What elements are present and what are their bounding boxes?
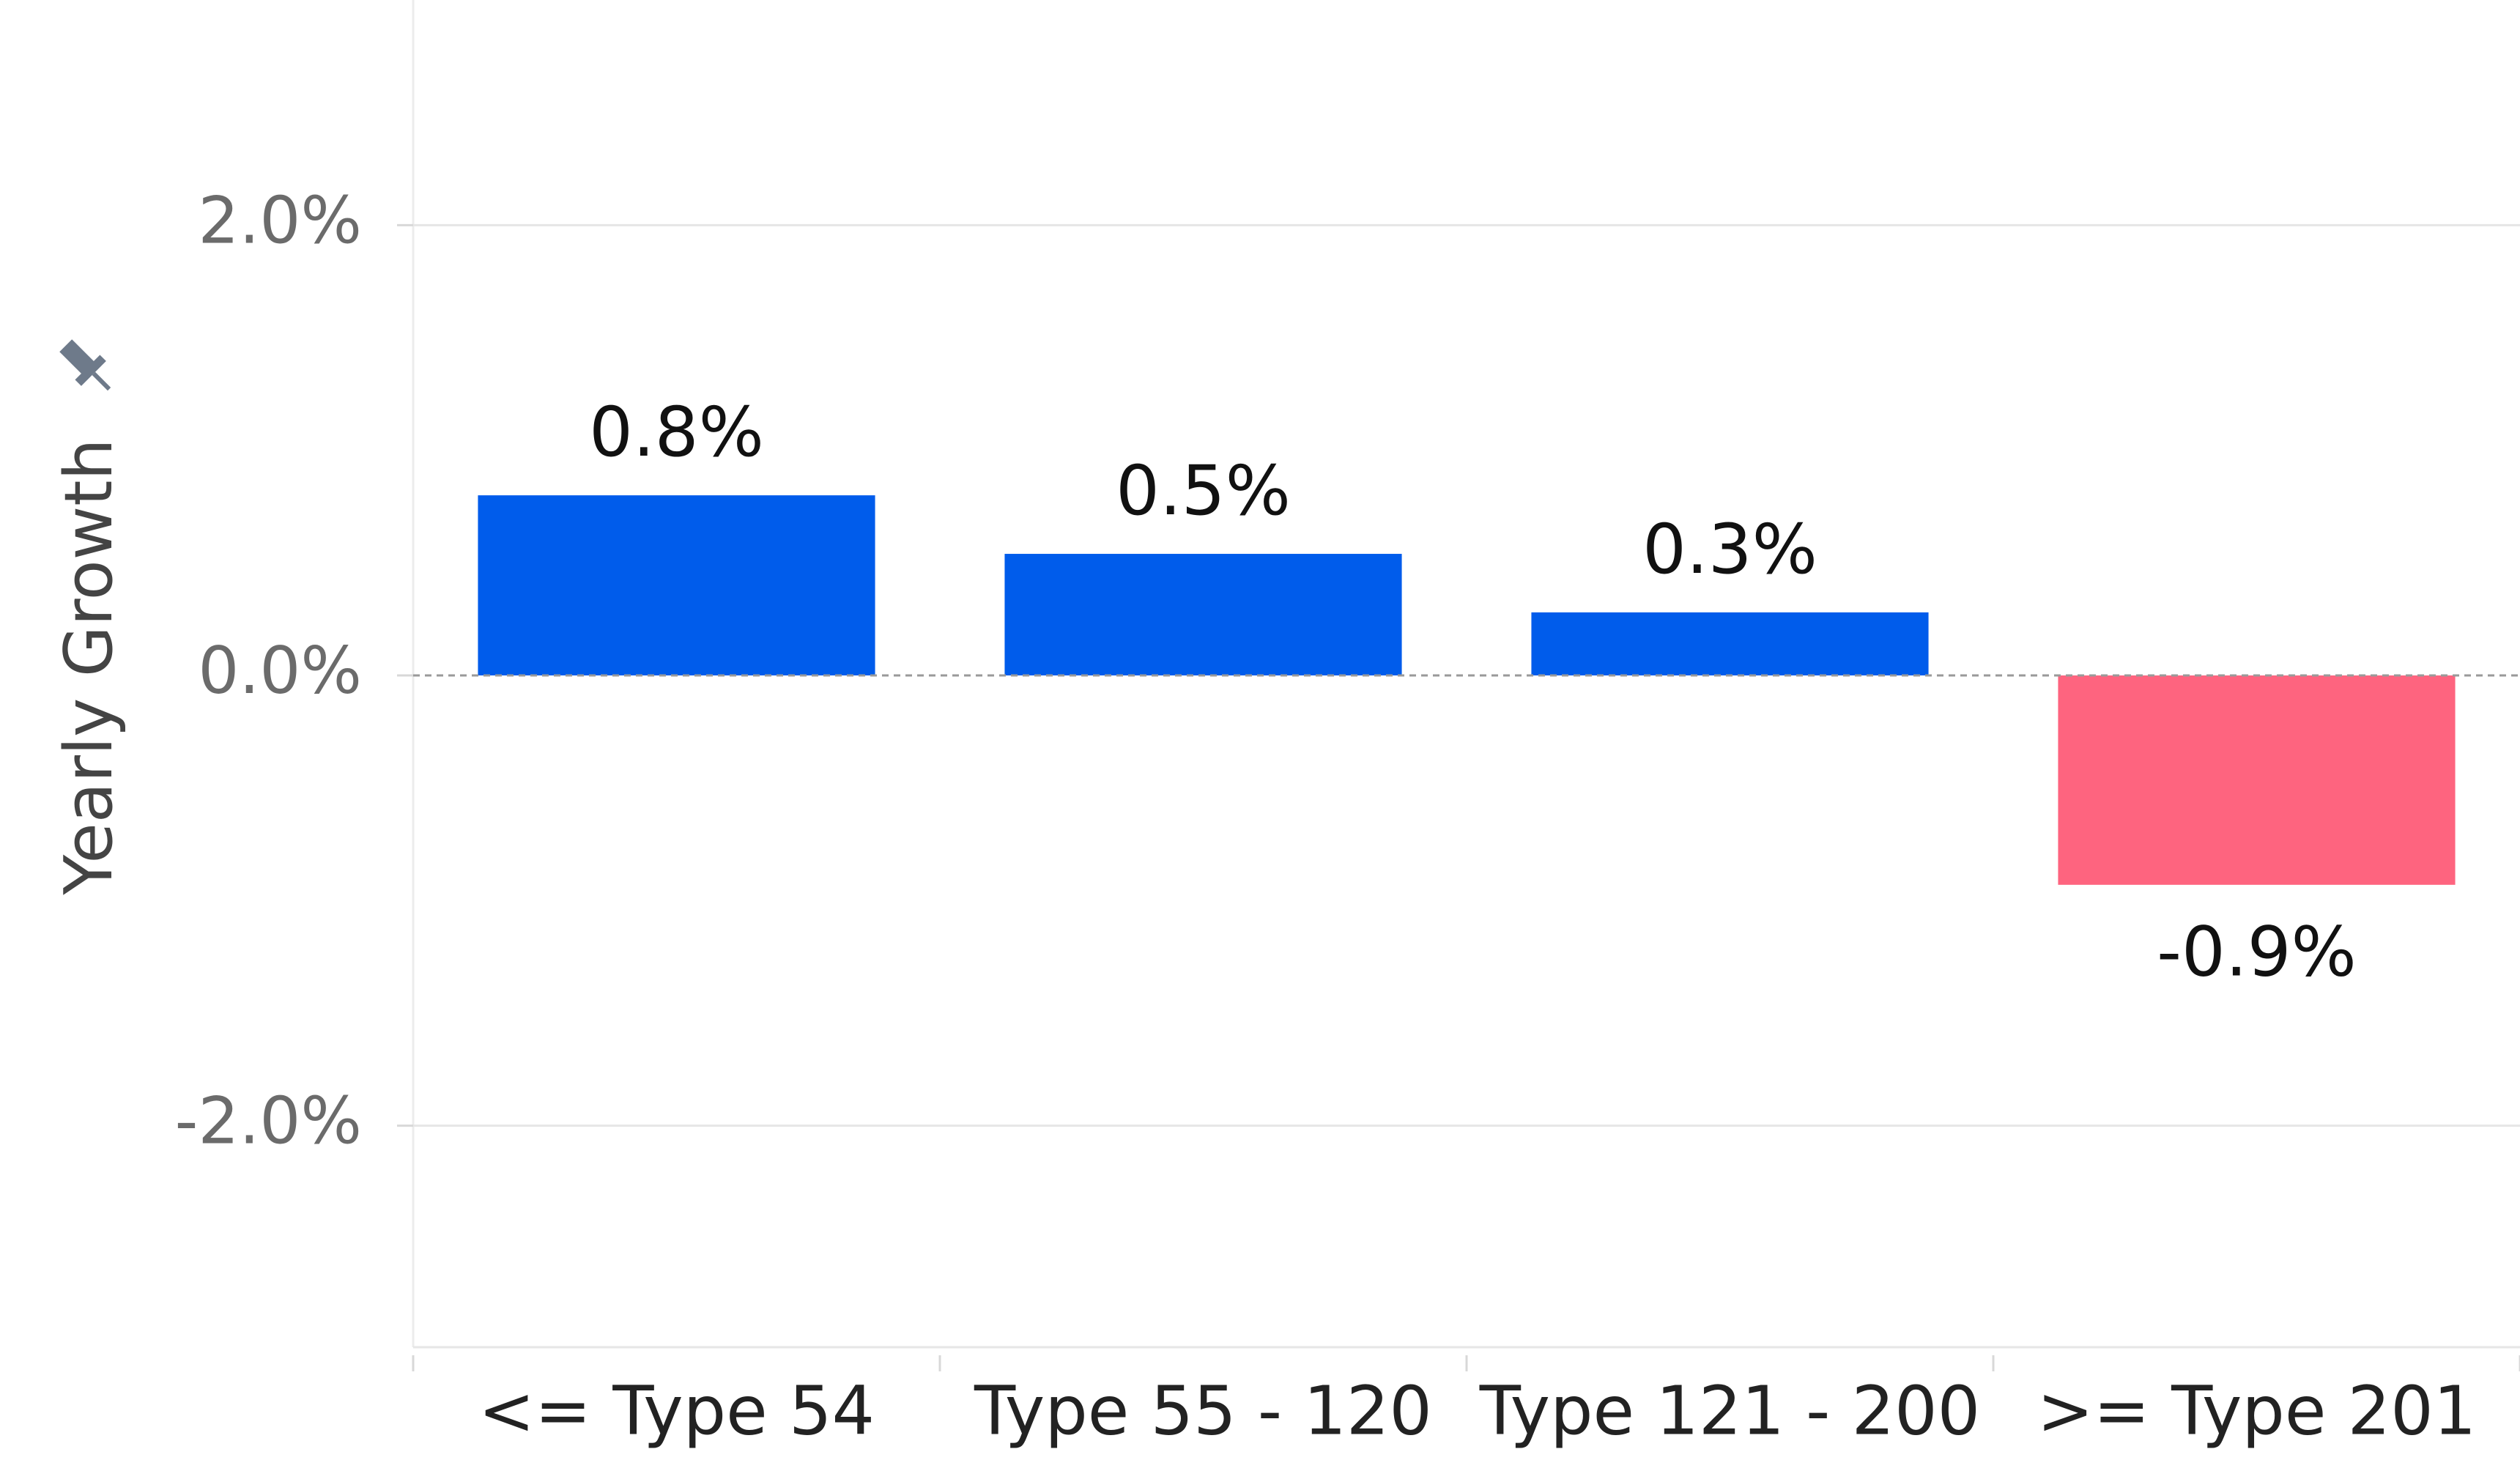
pin-icon[interactable] bbox=[53, 333, 122, 401]
bar bbox=[1531, 612, 1929, 675]
y-tick-label: 2.0% bbox=[198, 182, 362, 258]
x-tick-label: >= Type 201 bbox=[2037, 1371, 2477, 1450]
y-axis-title: Yearly Growth bbox=[51, 438, 127, 895]
x-tick-label: <= Type 54 bbox=[478, 1371, 875, 1450]
x-tick-label: Type 121 - 200 bbox=[1479, 1371, 1980, 1450]
bar bbox=[478, 495, 875, 675]
y-tick-label: 0.0% bbox=[198, 633, 362, 708]
data-label: 0.8% bbox=[589, 393, 764, 473]
data-label: 0.3% bbox=[1642, 510, 1817, 590]
data-label: -0.9% bbox=[2157, 913, 2357, 993]
data-label: 0.5% bbox=[1116, 451, 1291, 531]
x-tick-label: Type 55 - 120 bbox=[974, 1371, 1432, 1450]
y-tick-label: -2.0% bbox=[175, 1083, 362, 1159]
bar bbox=[2058, 675, 2456, 885]
bar bbox=[1004, 554, 1402, 675]
